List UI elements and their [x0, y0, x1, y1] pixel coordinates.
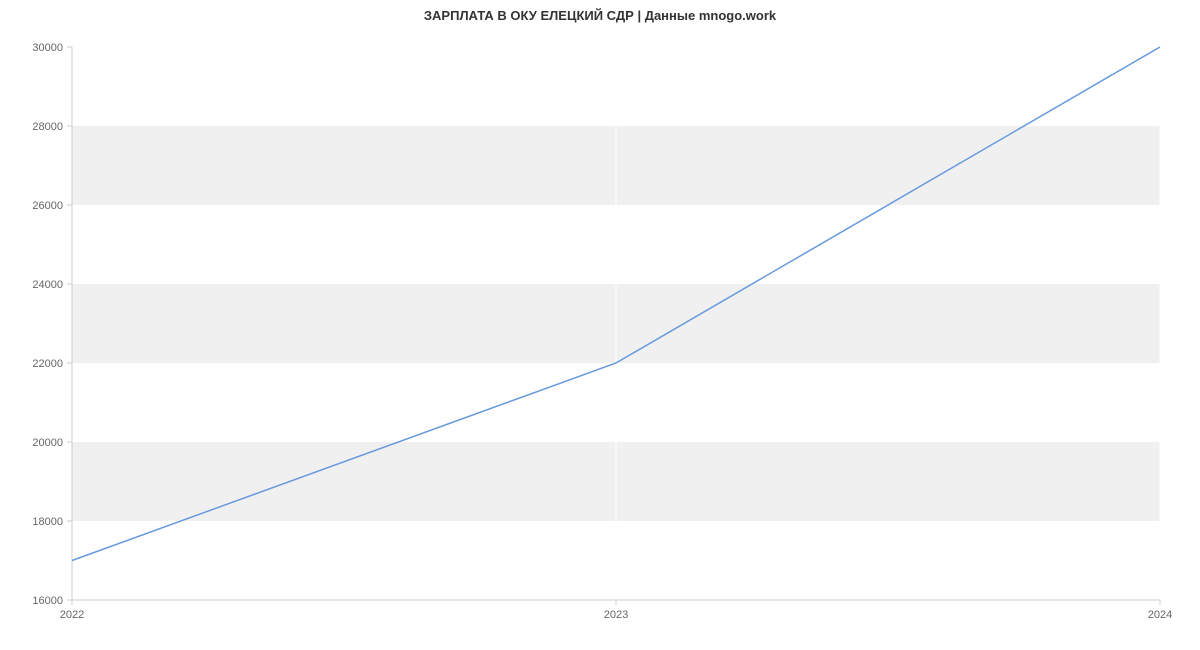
y-tick-label: 22000 [32, 358, 63, 370]
x-tick-label: 2024 [1148, 609, 1172, 621]
y-tick-label: 26000 [32, 200, 63, 212]
chart-container: ЗАРПЛАТА В ОКУ ЕЛЕЦКИЙ СДР | Данные mnog… [0, 0, 1200, 650]
line-chart: 16000 18000 20000 22000 24000 26000 28000 30000… [0, 0, 1200, 650]
y-tick-label: 20000 [32, 437, 63, 449]
y-tick-label: 18000 [32, 516, 63, 528]
y-tick-label: 30000 [32, 42, 63, 54]
x-tick-label: 2023 [604, 609, 628, 621]
y-tick-label: 28000 [32, 121, 63, 133]
y-tick-label: 24000 [32, 279, 63, 291]
y-tick-label: 16000 [32, 595, 63, 607]
x-tick-label: 2022 [60, 609, 84, 621]
